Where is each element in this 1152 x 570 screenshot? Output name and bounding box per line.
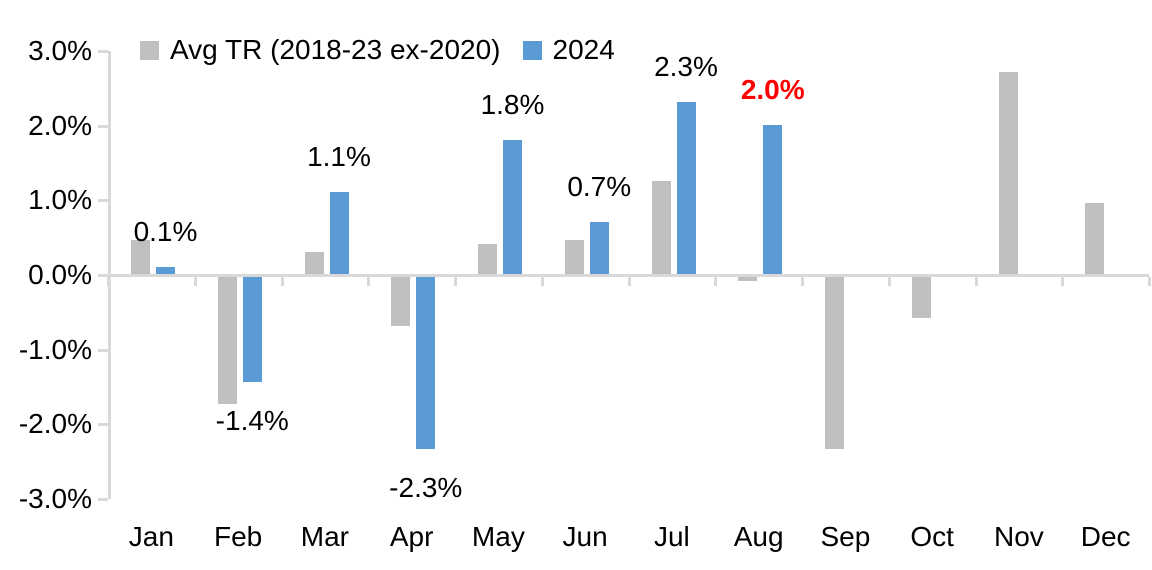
bar-avg-tr-dec (1085, 203, 1105, 274)
bar-avg-tr-apr (391, 277, 411, 326)
x-axis-tick (193, 277, 197, 286)
bar-avg-tr-oct (911, 277, 931, 319)
month-label-nov: Nov (993, 521, 1044, 552)
x-axis-tick (801, 277, 804, 286)
month-label-aug: Aug (733, 521, 784, 552)
zero-line (108, 274, 1149, 277)
month-label-mar: Mar (300, 521, 349, 552)
bar-avg-tr-jul (651, 180, 671, 274)
data-label-may: 1.8% (480, 88, 545, 120)
month-label-jul: Jul (653, 521, 690, 552)
month-label-feb: Feb (214, 521, 263, 552)
y-axis-tick (98, 274, 108, 277)
data-label-jun: 0.7% (567, 170, 632, 202)
avg-tr-swatch-icon (140, 40, 159, 60)
month-label-jan: Jan (128, 521, 174, 552)
y-tick-label: 3.0% (28, 35, 92, 66)
x-axis-tick (714, 277, 718, 286)
month-label-oct: Oct (910, 521, 954, 552)
y-axis-tick (98, 423, 108, 427)
bar-2024-feb (242, 277, 262, 382)
data-label-jan: 0.1% (133, 215, 198, 247)
x-axis-tick (887, 277, 891, 286)
bar-2024-jul (676, 102, 696, 274)
y-axis-tick (98, 50, 108, 53)
x-axis-tick (974, 277, 978, 286)
y-axis-tick (98, 498, 108, 501)
legend-label-2024: 2024 (552, 34, 615, 65)
bar-avg-tr-sep (825, 277, 844, 449)
legend-item-avg-tr: Avg TR (2018-23 ex-2020) (140, 36, 501, 64)
chart-legend: Avg TR (2018-23 ex-2020) 2024 (140, 36, 615, 64)
month-label-may: May (471, 521, 525, 552)
legend-item-2024: 2024 (522, 34, 615, 65)
bar-avg-tr-aug (738, 277, 758, 281)
bar-2024-aug (763, 124, 783, 274)
y-tick-label: -3.0% (18, 483, 92, 514)
month-label-jun: Jun (562, 521, 608, 552)
x-axis-tick (540, 277, 544, 286)
bar-2024-mar (329, 191, 349, 274)
bar-avg-tr-nov (998, 72, 1018, 274)
bar-2024-jun (589, 221, 609, 274)
y-axis-tick (98, 124, 108, 128)
x-axis-tick (280, 277, 284, 286)
x-axis-tick (367, 277, 371, 286)
bar-avg-tr-may (478, 244, 497, 274)
y-tick-label: -2.0% (18, 408, 92, 440)
bar-avg-tr-jun (564, 240, 584, 274)
month-label-apr: Apr (389, 521, 434, 552)
data-label-mar: 1.1% (307, 140, 371, 172)
month-label-sep: Sep (820, 521, 871, 552)
data-label-jul: 2.3% (654, 51, 718, 83)
y-tick-label: -1.0% (18, 333, 92, 365)
legend-label-avg-tr: Avg TR (2018-23 ex-2020) (170, 34, 501, 65)
x-axis-tick (1061, 277, 1065, 286)
data-label-apr: -2.3% (389, 471, 463, 503)
x-axis-tick (627, 277, 631, 286)
data-label-highlight-aug: 2.0% (740, 73, 805, 105)
bar-avg-tr-mar (304, 251, 324, 274)
month-label-dec: Dec (1080, 521, 1131, 552)
bar-2024-may (503, 139, 522, 274)
y-tick-label: 1.0% (28, 184, 92, 216)
y-axis-tick (98, 199, 108, 203)
bar-avg-tr-jan (131, 240, 150, 274)
y-tick-label: 0.0% (28, 259, 92, 290)
bar-2024-apr (416, 277, 436, 449)
y-tick-label: 2.0% (28, 109, 92, 141)
y-axis-tick (98, 348, 108, 352)
bar-2024-jan (156, 266, 175, 274)
x-axis-tick (454, 277, 457, 286)
x-axis-tick (1148, 277, 1151, 286)
data-label-feb: -1.4% (215, 404, 289, 436)
bar-avg-tr-feb (217, 277, 237, 404)
x-axis-tick (107, 277, 110, 286)
legend-2024-swatch-icon (522, 40, 542, 60)
